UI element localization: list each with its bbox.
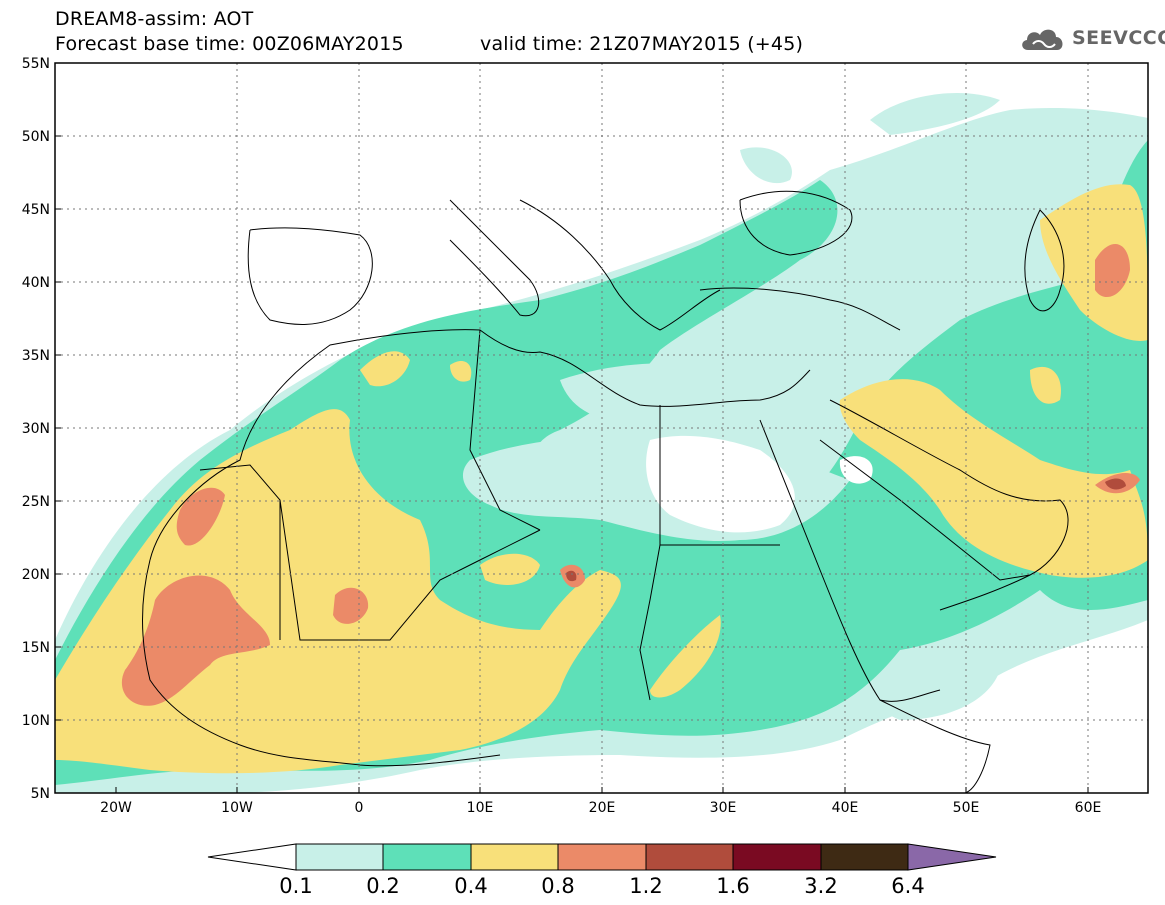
lat-label: 45N (22, 202, 50, 218)
chart-title: DREAM8-assim: AOT (55, 8, 254, 30)
lon-label: 30E (710, 800, 737, 816)
lat-label: 25N (22, 494, 50, 510)
coastlines (142, 190, 1069, 793)
colorbar-label: 0.2 (366, 874, 399, 898)
aot-band-yellow (360, 351, 410, 387)
colorbar-label: 1.6 (716, 874, 749, 898)
colorbar-segment (470, 843, 559, 871)
longitude-labels: 20W 10W 0 10E 20E 30E 40E 50E 60E (100, 800, 1101, 816)
aot-band-yellow (1030, 366, 1061, 404)
aot-band-dark-red (566, 570, 577, 582)
lon-label: 0 (355, 800, 364, 816)
coastline-iberia (247, 227, 373, 325)
aot-clear-region (646, 435, 795, 533)
aot-band-yellow (1040, 184, 1148, 341)
colorbar-segment (732, 843, 822, 871)
colorbar-segment (557, 843, 647, 871)
aot-band-orange (333, 587, 369, 624)
colorbar (207, 843, 997, 871)
coastline-turkey (699, 287, 901, 331)
aot-band-yellow (839, 379, 1148, 578)
aot-band-light-cyan (740, 147, 792, 184)
colorbar-under-arrow (207, 843, 297, 871)
lat-label: 40N (22, 275, 50, 291)
lat-label: 30N (22, 421, 50, 437)
colorbar-segment (820, 843, 909, 871)
aot-band-light-cyan (870, 92, 1000, 135)
border-mauritania (199, 464, 281, 640)
lon-label: 10E (467, 800, 494, 816)
lat-label: 20N (22, 567, 50, 583)
aot-band-orange (1095, 243, 1130, 298)
aot-band-orange (176, 487, 225, 546)
logo-text: SEEVCCC (1072, 27, 1165, 49)
colorbar-label: 0.4 (454, 874, 487, 898)
lat-label: 10N (22, 713, 50, 729)
lat-label: 5N (31, 786, 50, 802)
border-sahel (279, 499, 541, 641)
coastline-horn (879, 699, 991, 793)
graticule (55, 63, 1148, 793)
aot-contour-fields (55, 92, 1148, 793)
aot-band-orange (121, 575, 270, 706)
coastline-arabia (829, 399, 1069, 611)
aot-band-yellow (450, 360, 472, 382)
colorbar-label: 0.8 (541, 874, 574, 898)
lon-label: 60E (1075, 800, 1102, 816)
coastline-black-sea (739, 190, 853, 256)
seevccc-logo: SEEVCCC (1018, 22, 1165, 54)
colorbar-labels: 0.1 0.2 0.4 0.8 1.2 1.6 3.2 6.4 (279, 874, 924, 898)
aot-band-yellow (650, 615, 721, 698)
colorbar-label: 3.2 (804, 874, 837, 898)
border-saudi (819, 439, 1031, 581)
axis-ticks (55, 62, 1089, 793)
colorbar-segment (645, 843, 734, 871)
cloud-icon (1022, 29, 1063, 50)
colorbar-segment (295, 843, 384, 871)
coastline-north-africa (149, 329, 811, 561)
aot-clear-region (839, 456, 873, 484)
border-algeria-libya (469, 329, 541, 531)
lon-label: 20W (100, 800, 132, 816)
lon-label: 10W (221, 800, 253, 816)
coastline-red-sea (759, 419, 941, 702)
coastline-italy (449, 199, 540, 317)
border-sudan (639, 544, 661, 701)
colorbar-over-arrow (907, 843, 997, 871)
lon-label: 20E (589, 800, 616, 816)
aot-band-yellow (480, 553, 540, 585)
latitude-labels: 55N 50N 45N 40N 35N 30N 25N 20N 15N 10N … (22, 56, 50, 802)
coastline-west-africa (142, 559, 501, 767)
forecast-base-time: Forecast base time: 00Z06MAY2015 (55, 33, 404, 55)
coastline-caspian (1024, 209, 1065, 312)
aot-band-light-cyan (876, 668, 1000, 720)
colorbar-segment (382, 843, 472, 871)
aot-band-dark-red (1105, 478, 1126, 490)
coastline-balkans (519, 199, 721, 331)
lat-label: 15N (22, 640, 50, 656)
lon-label: 40E (832, 800, 859, 816)
lon-label: 50E (953, 800, 980, 816)
colorbar-label: 1.2 (629, 874, 662, 898)
valid-time: valid time: 21Z07MAY2015 (+45) (480, 33, 804, 55)
lat-label: 35N (22, 348, 50, 364)
lat-label: 50N (22, 129, 50, 145)
colorbar-label: 0.1 (279, 874, 312, 898)
lat-label: 55N (22, 56, 50, 72)
colorbar-label: 6.4 (891, 874, 924, 898)
